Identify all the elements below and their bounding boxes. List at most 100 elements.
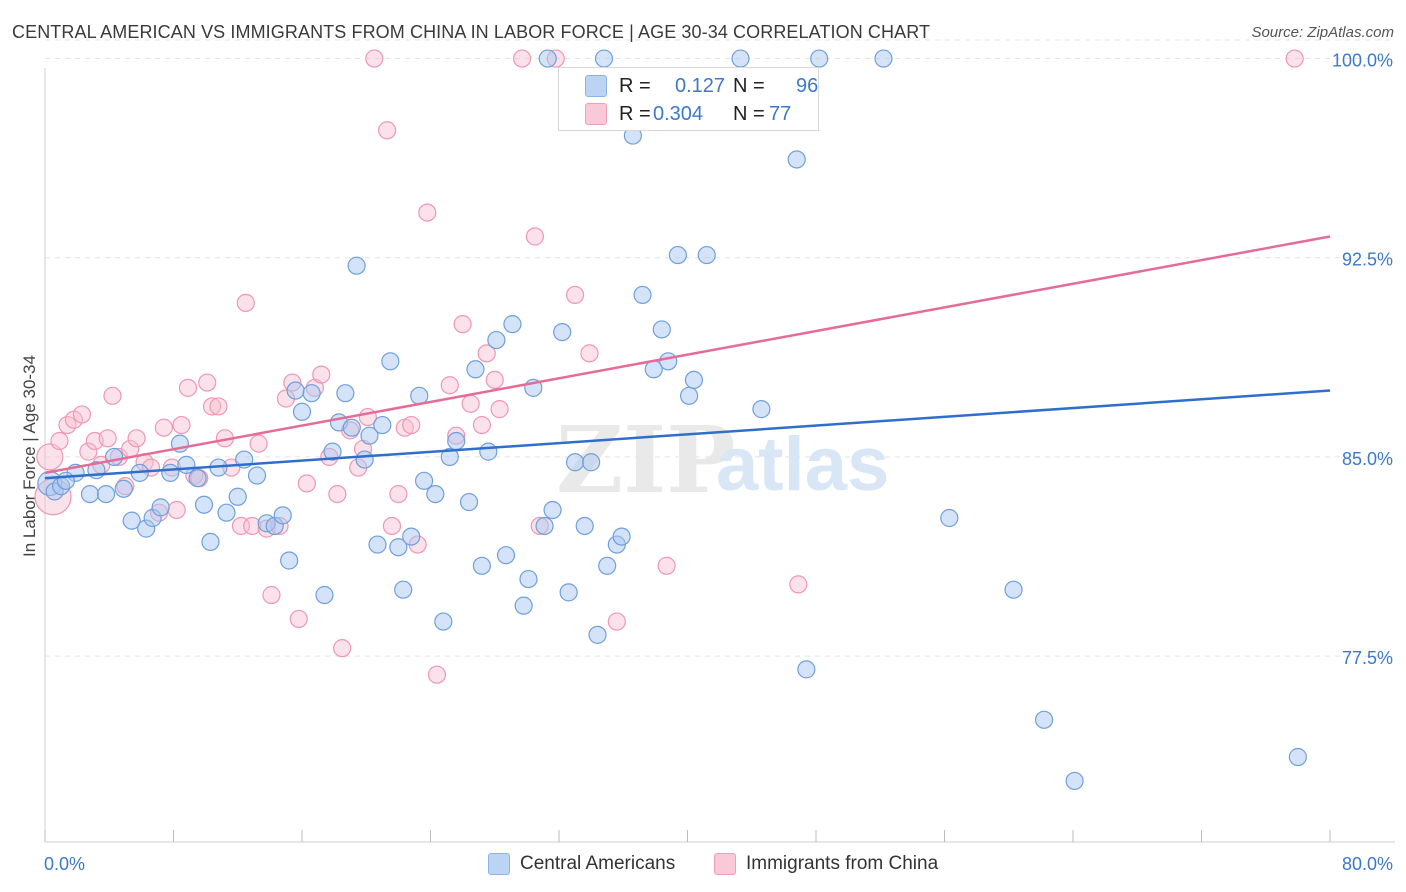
legend-r-label: R =	[619, 74, 651, 97]
pink-point	[209, 397, 228, 416]
pink-point	[512, 49, 532, 68]
pink-point	[127, 429, 146, 448]
stats-legend: R = 0.127 N = 96 R = 0.304 N = 77	[558, 67, 819, 131]
pink-point	[418, 203, 437, 222]
pink-point	[378, 121, 397, 140]
pink-trend-line	[44, 235, 1331, 475]
blue-point	[426, 484, 445, 504]
blue-point	[543, 500, 562, 520]
legend-n-label: N =	[733, 102, 765, 125]
blue-point	[315, 585, 334, 605]
blue-point	[553, 322, 572, 342]
blue-point	[151, 498, 170, 517]
pink-point	[382, 516, 402, 536]
pink-point	[1285, 49, 1304, 68]
pink-point	[565, 285, 585, 305]
blue-point	[787, 150, 806, 169]
blue-trend-line	[44, 389, 1331, 480]
pink-point	[472, 415, 491, 435]
watermark-atlas: atlas	[716, 422, 889, 507]
pink-point	[154, 418, 173, 437]
x-tick-label: 0.0%	[44, 854, 85, 874]
blue-point	[80, 484, 100, 504]
blue-point	[797, 660, 816, 679]
pink-point	[328, 484, 347, 504]
blue-point	[286, 381, 305, 400]
pink-point	[461, 394, 480, 413]
blue-point	[122, 511, 141, 530]
blue-point	[381, 352, 400, 371]
blue-point	[565, 453, 585, 472]
blue-point	[342, 418, 361, 437]
blue-point	[810, 49, 829, 68]
blue-point	[414, 471, 434, 490]
blue-point	[697, 245, 716, 265]
pink-point	[297, 474, 316, 493]
blue-point	[538, 49, 557, 68]
blue-point	[874, 49, 893, 68]
pink-point	[485, 370, 504, 390]
legend-n-value: 77	[769, 102, 792, 125]
blue-point	[161, 463, 180, 482]
blue-point	[373, 415, 392, 435]
bottom-legend-immigrants-china: Immigrants from China	[714, 852, 938, 876]
blue-point	[559, 583, 578, 602]
pink-point	[402, 415, 421, 435]
blue-point	[1004, 580, 1023, 599]
bottom-legend-central-americans: Central Americans	[488, 852, 675, 876]
blue-point	[194, 495, 214, 514]
blue-point	[582, 453, 601, 472]
blue-point	[652, 320, 671, 339]
pink-point	[580, 344, 599, 363]
chart-title: CENTRAL AMERICAN VS IMMIGRANTS FROM CHIN…	[12, 22, 931, 42]
blue-point	[447, 431, 466, 451]
source-label: Source: ZipAtlas.com	[1251, 24, 1394, 41]
pink-point	[249, 434, 268, 453]
blue-point	[247, 466, 267, 485]
blue-point	[201, 532, 220, 552]
pink-point	[262, 585, 281, 605]
blue-point	[368, 535, 387, 554]
bottom-legend-swatch-pink	[714, 853, 736, 875]
pink-point	[477, 344, 496, 363]
blue-point	[96, 484, 116, 504]
blue-point	[228, 487, 247, 506]
pink-point	[427, 665, 447, 684]
blue-point	[633, 285, 652, 305]
blue-point	[302, 384, 321, 403]
blue-point	[575, 516, 594, 536]
blue-point	[1288, 747, 1307, 767]
pink-point	[525, 227, 545, 246]
pink-point	[198, 373, 217, 392]
blue-point	[273, 506, 292, 525]
blue-point	[659, 352, 678, 371]
pink-point	[365, 49, 384, 68]
pink-point	[178, 378, 198, 397]
blue-point	[292, 402, 312, 421]
pink-point	[79, 442, 98, 461]
blue-point	[519, 569, 538, 589]
legend-r-label: R =	[619, 102, 651, 125]
blue-point	[684, 370, 704, 390]
legend-swatch-blue	[585, 75, 607, 97]
bottom-legend-label: Immigrants from China	[746, 853, 939, 874]
blue-point	[1034, 710, 1054, 729]
legend-r-value: 0.127	[675, 74, 726, 97]
y-tick-label: 85.0%	[1342, 449, 1393, 469]
pink-point	[236, 293, 255, 312]
pink-point	[36, 443, 64, 471]
blue-point	[514, 596, 533, 615]
pink-point	[202, 397, 222, 416]
x-tick-label: 80.0%	[1342, 854, 1393, 874]
blue-point	[402, 527, 421, 546]
blue-point	[940, 508, 959, 528]
blue-point	[496, 546, 516, 565]
pink-point	[789, 575, 808, 594]
pink-point	[50, 431, 69, 451]
blue-point	[680, 386, 699, 405]
pink-point	[490, 400, 509, 419]
blue-point	[104, 447, 124, 467]
pink-point	[333, 639, 352, 658]
blue-point	[503, 315, 522, 334]
